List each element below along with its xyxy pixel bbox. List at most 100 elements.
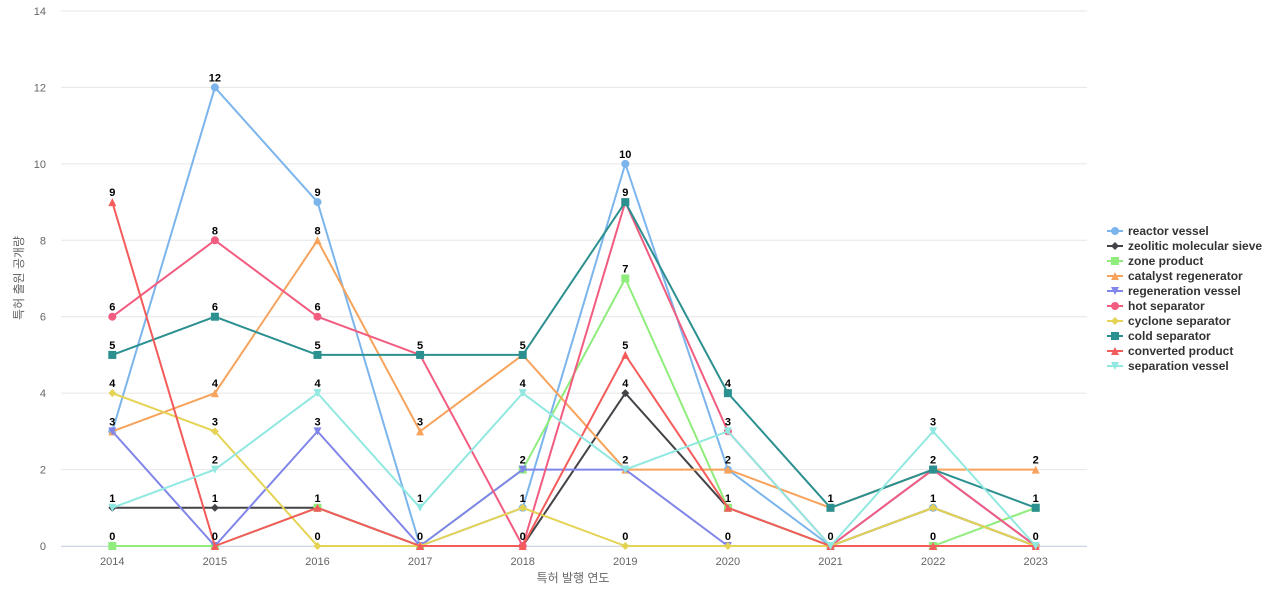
data-point[interactable]: [108, 389, 117, 398]
legend-marker[interactable]: [1111, 242, 1119, 250]
data-point[interactable]: [313, 236, 322, 245]
data-label: 0: [1033, 531, 1039, 543]
data-point[interactable]: [108, 503, 117, 512]
data-label: 1: [212, 493, 218, 505]
data-point[interactable]: [210, 503, 219, 512]
series-line: [111, 201, 1036, 547]
data-point[interactable]: [210, 83, 219, 92]
data-point[interactable]: [313, 312, 322, 321]
data-point[interactable]: [1031, 542, 1040, 550]
legend-marker[interactable]: [1111, 332, 1119, 340]
data-point[interactable]: [210, 542, 219, 550]
x-tick-label: 2022: [921, 556, 945, 568]
legend-label: converted product: [1128, 344, 1233, 358]
data-label: 5: [314, 340, 320, 352]
y-tick-label: 4: [40, 388, 46, 400]
data-point[interactable]: [108, 312, 117, 321]
data-point[interactable]: [416, 503, 425, 512]
legend-item[interactable]: converted product: [1107, 344, 1233, 358]
data-point[interactable]: [210, 312, 219, 321]
data-point[interactable]: [313, 503, 322, 512]
legend-item[interactable]: cold separator: [1107, 329, 1211, 343]
data-point[interactable]: [518, 389, 527, 398]
data-point[interactable]: [108, 198, 117, 207]
legend-item[interactable]: zone product: [1107, 254, 1203, 268]
legend-marker[interactable]: [1111, 317, 1119, 325]
x-tick-label: 2015: [203, 556, 227, 568]
legend-item[interactable]: reactor vessel: [1107, 224, 1209, 238]
data-point[interactable]: [723, 503, 732, 512]
data-label: 1: [109, 493, 115, 505]
data-label: 6: [109, 302, 115, 314]
data-point[interactable]: [416, 542, 425, 550]
data-point[interactable]: [313, 427, 322, 436]
data-point[interactable]: [210, 236, 219, 245]
data-label: 4: [520, 378, 527, 390]
data-point[interactable]: [621, 542, 630, 550]
data-point[interactable]: [1031, 503, 1040, 512]
data-point[interactable]: [723, 389, 732, 398]
data-point[interactable]: [723, 427, 732, 436]
data-point[interactable]: [210, 389, 219, 398]
data-label: 3: [725, 416, 731, 428]
data-labels: 9654310128643210986543105310542101097542…: [109, 72, 1039, 543]
y-tick-label: 2: [40, 465, 46, 477]
data-point[interactable]: [210, 427, 219, 436]
data-point[interactable]: [108, 542, 117, 550]
data-point[interactable]: [518, 542, 527, 550]
legend-marker[interactable]: [1111, 257, 1119, 265]
data-label: 3: [417, 416, 423, 428]
legend-marker[interactable]: [1111, 272, 1119, 280]
data-point[interactable]: [416, 350, 425, 359]
data-point[interactable]: [929, 427, 938, 436]
legend-item[interactable]: zeolitic molecular sieve: [1107, 239, 1262, 253]
data-point[interactable]: [313, 389, 322, 398]
data-point[interactable]: [621, 198, 630, 207]
legend-marker[interactable]: [1111, 302, 1119, 310]
data-point[interactable]: [108, 350, 117, 359]
legend-item[interactable]: catalyst regenerator: [1107, 269, 1243, 283]
legend-marker[interactable]: [1111, 347, 1119, 355]
legend-label: hot separator: [1128, 299, 1205, 313]
legend-item[interactable]: cyclone separator: [1107, 314, 1231, 328]
data-point[interactable]: [929, 465, 938, 474]
data-label: 1: [827, 493, 833, 505]
data-point[interactable]: [826, 542, 835, 550]
data-label: 7: [622, 264, 628, 276]
data-point[interactable]: [621, 389, 630, 398]
legend-item[interactable]: hot separator: [1107, 299, 1205, 313]
data-point[interactable]: [723, 542, 732, 550]
data-label: 6: [314, 302, 320, 314]
data-point[interactable]: [929, 542, 938, 550]
legend-marker[interactable]: [1111, 227, 1119, 235]
data-point[interactable]: [313, 198, 322, 207]
legend-marker[interactable]: [1111, 287, 1119, 295]
legend-label: zeolitic molecular sieve: [1128, 239, 1262, 253]
legend-item[interactable]: regeneration vessel: [1107, 284, 1241, 298]
data-point[interactable]: [621, 350, 630, 359]
data-point[interactable]: [621, 465, 630, 474]
data-point[interactable]: [826, 503, 835, 512]
legend-item[interactable]: separation vessel: [1107, 359, 1229, 373]
data-point[interactable]: [416, 427, 425, 436]
data-point[interactable]: [929, 503, 938, 512]
data-point[interactable]: [621, 274, 630, 283]
data-point[interactable]: [621, 159, 630, 168]
data-point[interactable]: [313, 542, 322, 550]
data-point[interactable]: [518, 350, 527, 359]
data-label: 6: [212, 302, 218, 314]
data-label: 9: [622, 187, 628, 199]
legend-marker[interactable]: [1111, 362, 1119, 370]
data-point[interactable]: [518, 465, 527, 474]
data-point[interactable]: [313, 350, 322, 359]
data-point[interactable]: [1031, 465, 1040, 474]
y-tick-label: 10: [34, 159, 46, 171]
data-point[interactable]: [518, 503, 527, 512]
y-tick-label: 8: [40, 235, 46, 247]
data-point[interactable]: [210, 465, 219, 474]
data-label: 9: [314, 187, 320, 199]
data-point[interactable]: [723, 465, 732, 474]
data-point[interactable]: [108, 427, 117, 436]
data-label: 10: [619, 149, 631, 161]
